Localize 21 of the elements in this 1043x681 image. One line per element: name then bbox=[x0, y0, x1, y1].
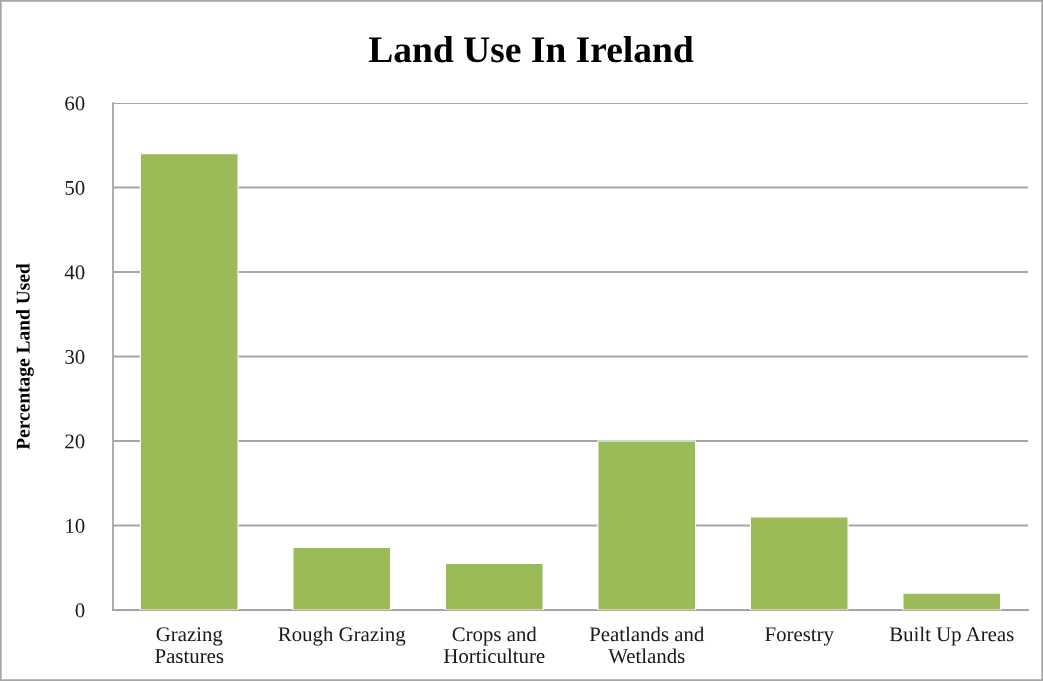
x-tick-label: Forestry bbox=[765, 627, 834, 646]
x-tick-label: Grazing Pastures bbox=[155, 627, 224, 664]
bar bbox=[597, 440, 697, 610]
y-tick-label: 10 bbox=[66, 518, 85, 533]
y-tick-label: 40 bbox=[64, 265, 85, 280]
bar bbox=[139, 153, 239, 610]
bar bbox=[749, 516, 849, 610]
bar bbox=[292, 546, 392, 610]
x-tick-label: Rough Grazing bbox=[278, 626, 406, 646]
y-tick-label: 20 bbox=[65, 434, 85, 449]
x-tick-label: Peatlands and Wetlands bbox=[589, 626, 705, 664]
y-tick-label: 50 bbox=[65, 180, 85, 195]
x-tick-label: Crops and Horticulture bbox=[443, 626, 545, 664]
bar bbox=[902, 592, 1002, 610]
y-tick-label: 60 bbox=[65, 96, 85, 111]
y-axis-title: Percentage Land Used bbox=[16, 263, 34, 450]
y-tick-label: 0 bbox=[75, 603, 85, 618]
bar bbox=[444, 562, 544, 610]
y-tick-label: 30 bbox=[65, 349, 85, 364]
x-tick-label: Built Up Areas bbox=[889, 626, 1014, 646]
chart-title: Land Use In Ireland bbox=[368, 36, 694, 63]
